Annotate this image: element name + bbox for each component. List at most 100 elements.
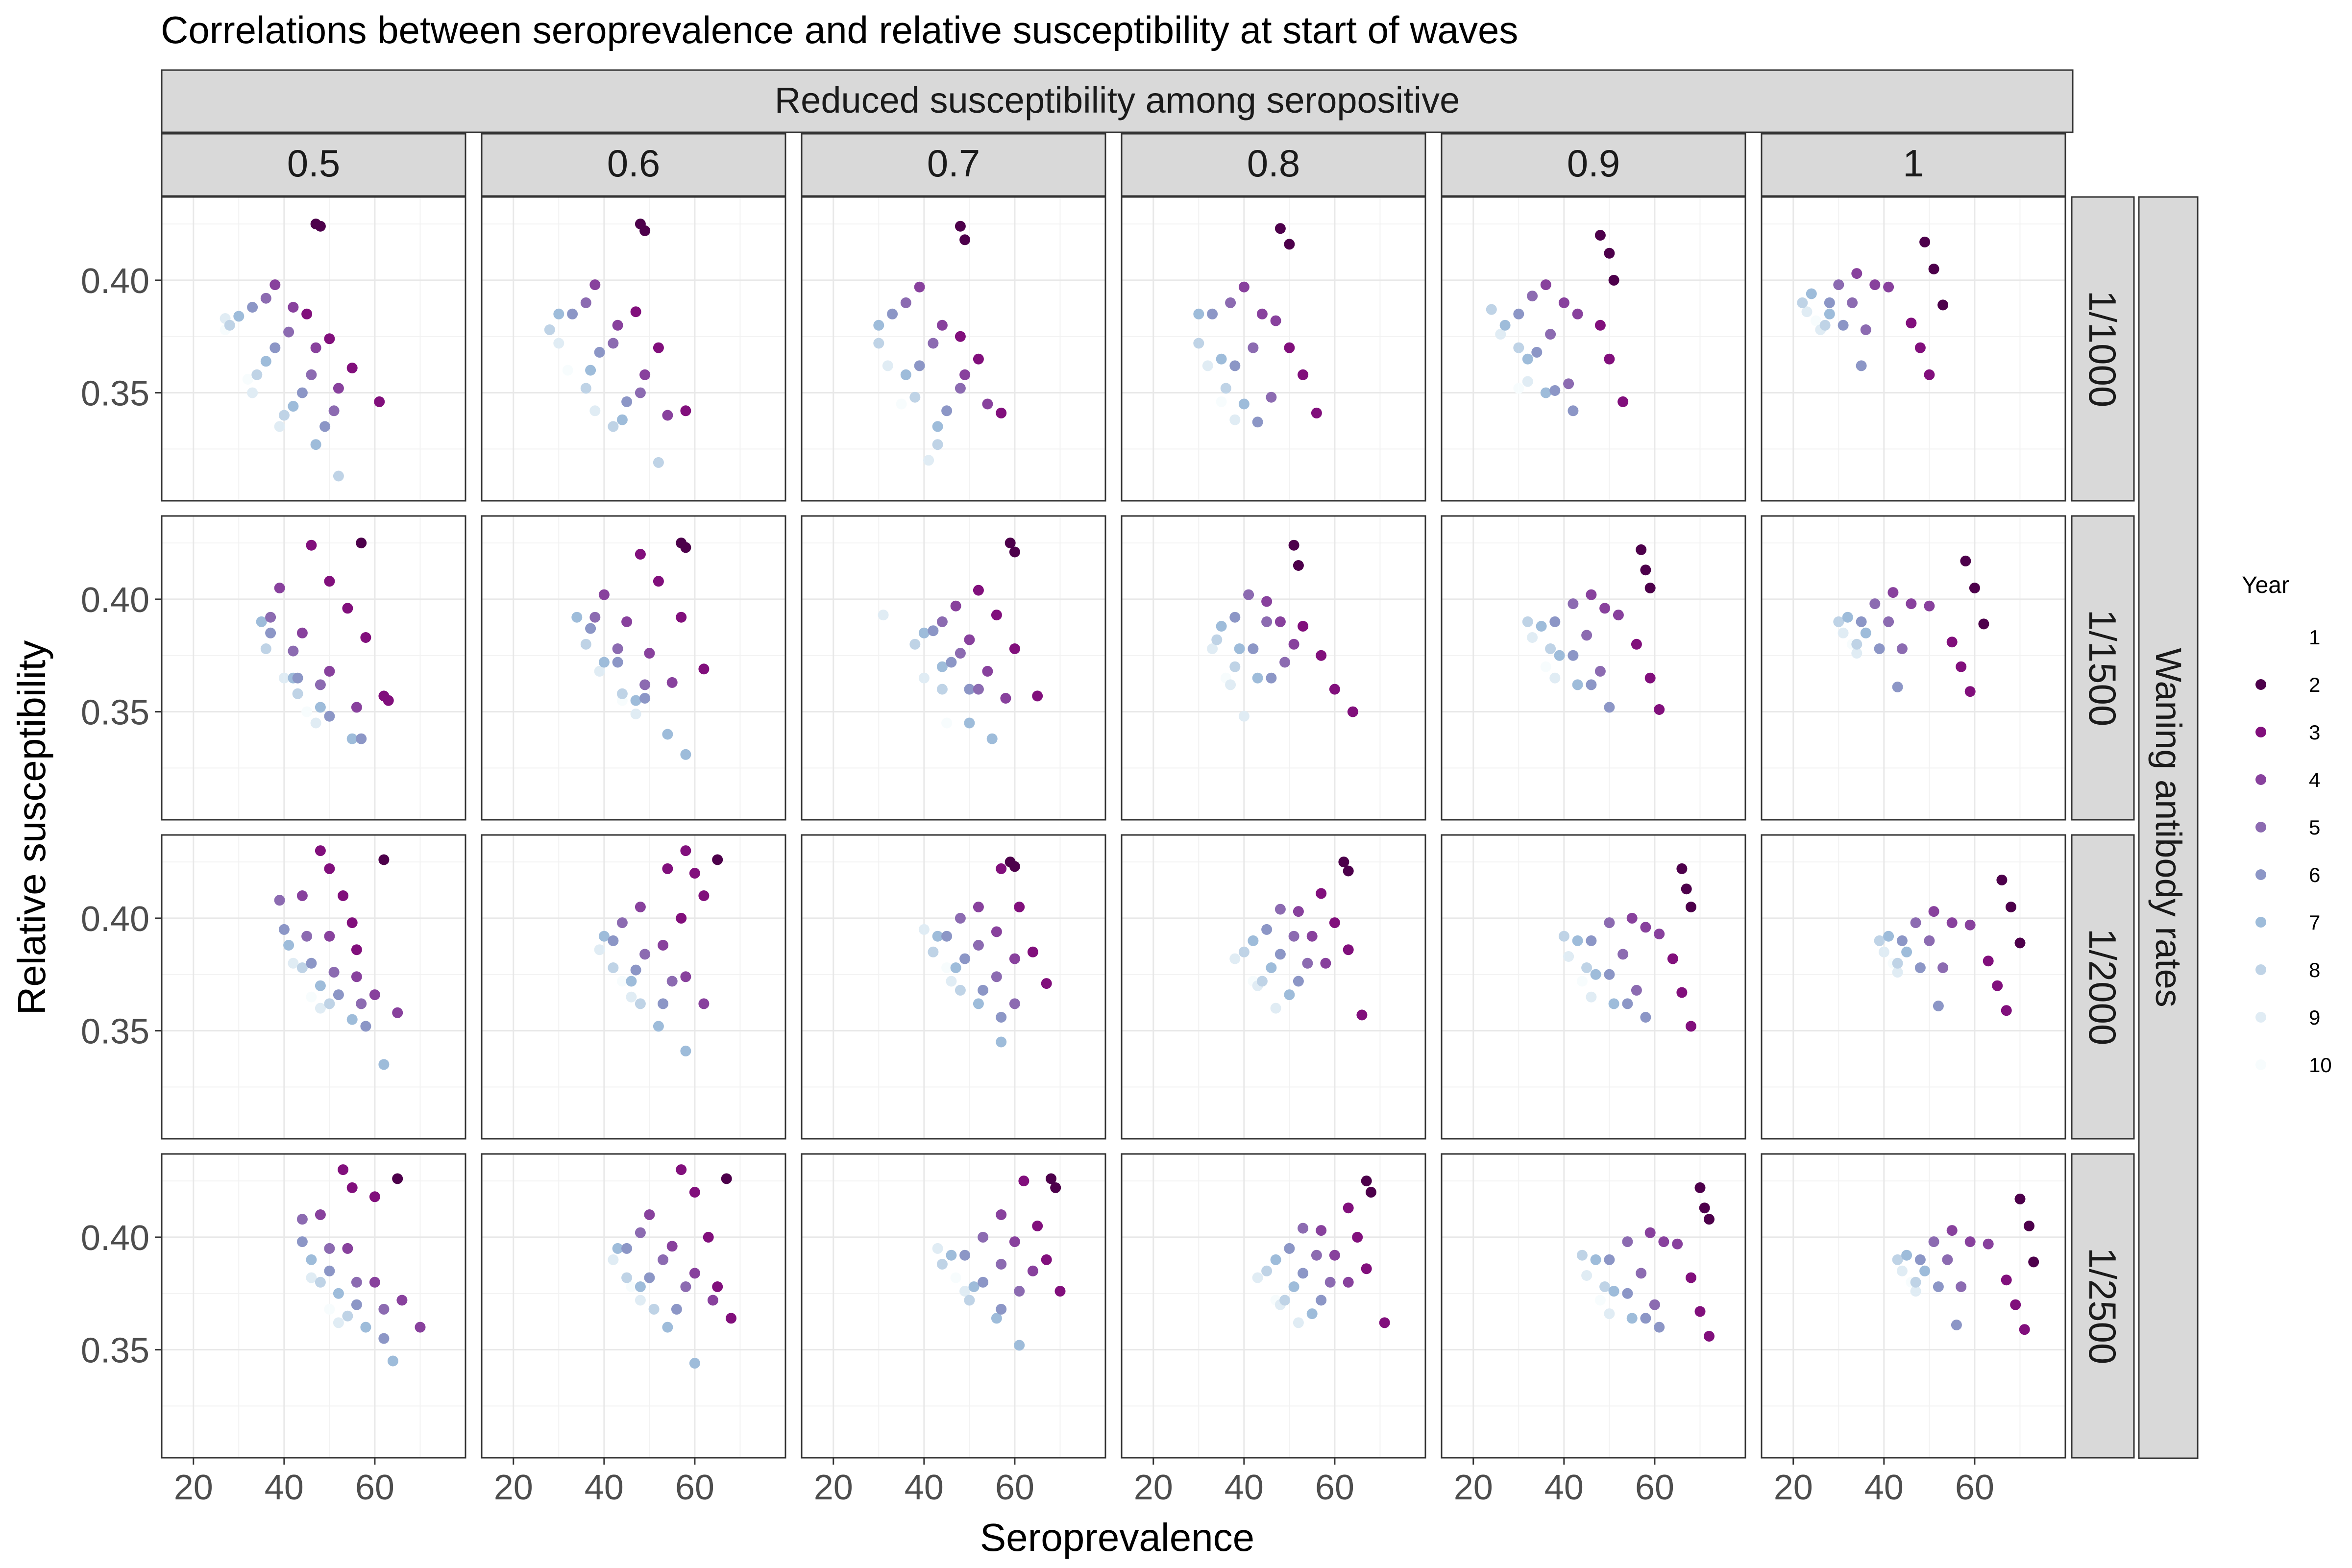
data-point <box>270 342 281 353</box>
data-point <box>1640 1313 1651 1324</box>
data-point <box>233 311 245 322</box>
data-point <box>1549 616 1561 627</box>
data-point <box>1576 976 1588 987</box>
data-point <box>378 1059 390 1070</box>
panel-1-5 <box>1762 516 2065 820</box>
data-point <box>635 549 646 560</box>
data-point <box>1266 392 1277 403</box>
panel-border <box>1121 515 1426 821</box>
data-point <box>292 672 303 684</box>
data-point <box>1860 324 1871 335</box>
data-point <box>306 1254 317 1265</box>
data-point <box>680 749 691 760</box>
row-facet-title-strip <box>2138 196 2199 1459</box>
data-point <box>1050 1182 1061 1193</box>
data-point <box>342 1243 353 1254</box>
panel-border <box>1441 196 1746 502</box>
data-point <box>1495 329 1506 340</box>
data-point <box>1202 360 1213 371</box>
data-point <box>1261 596 1273 607</box>
data-point <box>1252 1272 1263 1283</box>
data-point <box>1027 1265 1038 1276</box>
panel-border <box>1441 1153 1746 1459</box>
data-point <box>1558 297 1569 308</box>
data-point <box>328 405 340 416</box>
data-point <box>996 863 1007 874</box>
data-point <box>360 1322 371 1333</box>
data-point <box>932 421 943 432</box>
panel-border <box>1761 834 2066 1140</box>
column-strip-label-1: 0.6 <box>607 142 660 185</box>
data-point <box>1914 342 1926 353</box>
panel-background <box>1122 197 1425 501</box>
x-tick-label: 20 <box>1454 1468 1493 1507</box>
column-strip-1 <box>481 133 786 197</box>
y-tick-label: 0.35 <box>81 693 149 733</box>
row-strip-label-2: 1/2000 <box>2081 929 2124 1046</box>
panel-border <box>801 515 1106 821</box>
legend-entry-label: 8 <box>2309 958 2320 981</box>
data-point <box>630 695 641 706</box>
data-point <box>1910 1276 1921 1288</box>
data-point <box>1288 1281 1299 1292</box>
legend-key-swatch <box>2255 679 2266 690</box>
data-point <box>1549 385 1561 396</box>
y-tick-label: 0.40 <box>81 581 149 620</box>
x-tick-label: 40 <box>265 1468 304 1507</box>
data-point <box>946 657 957 668</box>
data-point <box>1256 308 1268 319</box>
data-point <box>1343 944 1354 956</box>
data-point <box>639 369 651 380</box>
data-point <box>941 717 953 729</box>
data-point <box>1608 998 1619 1009</box>
data-point <box>1298 1268 1309 1279</box>
data-point <box>1248 643 1259 654</box>
panel-1-4 <box>1442 516 1745 820</box>
panel-background <box>482 516 785 820</box>
data-point <box>2001 1005 2012 1016</box>
column-facet-title: Reduced susceptibility among seropositiv… <box>775 80 1460 121</box>
data-point <box>1225 679 1236 690</box>
data-point <box>996 407 1007 418</box>
data-point <box>265 612 276 623</box>
legend-key-swatch <box>2255 964 2266 975</box>
data-point <box>1009 546 1020 558</box>
data-point <box>658 1254 669 1265</box>
data-point <box>1956 661 1967 672</box>
data-point <box>1996 874 2008 885</box>
data-point <box>1983 1238 1994 1250</box>
panel-2-4 <box>1442 835 1745 1139</box>
data-point <box>1946 637 1958 648</box>
data-point <box>658 940 669 951</box>
data-point <box>1636 544 1647 555</box>
data-point <box>698 998 710 1009</box>
data-point <box>959 369 971 380</box>
data-point <box>1654 929 1665 940</box>
data-point <box>1216 353 1227 365</box>
data-point <box>959 1286 971 1297</box>
data-point <box>612 657 623 668</box>
data-point <box>946 1250 957 1261</box>
data-point <box>616 976 628 987</box>
data-point <box>1536 621 1547 632</box>
data-point <box>955 648 966 659</box>
data-point <box>1229 360 1241 371</box>
panel-3-4 <box>1442 1154 1745 1458</box>
data-point <box>1298 621 1309 632</box>
data-point <box>1311 407 1322 418</box>
legend-key-swatch <box>2255 869 2266 880</box>
data-point <box>324 863 335 874</box>
data-point <box>328 967 340 978</box>
data-point <box>1892 957 1903 969</box>
data-point <box>680 1281 691 1292</box>
data-point <box>630 709 641 720</box>
row-facet-title: Waning antibody rates <box>2148 648 2189 1007</box>
data-point <box>1311 1250 1322 1261</box>
data-point <box>689 868 700 879</box>
column-strip-label-5: 1 <box>1903 142 1924 185</box>
data-point <box>1324 1276 1336 1288</box>
data-point <box>873 319 884 331</box>
data-point <box>338 1164 349 1176</box>
data-point <box>635 902 646 912</box>
data-point <box>1640 1012 1651 1023</box>
